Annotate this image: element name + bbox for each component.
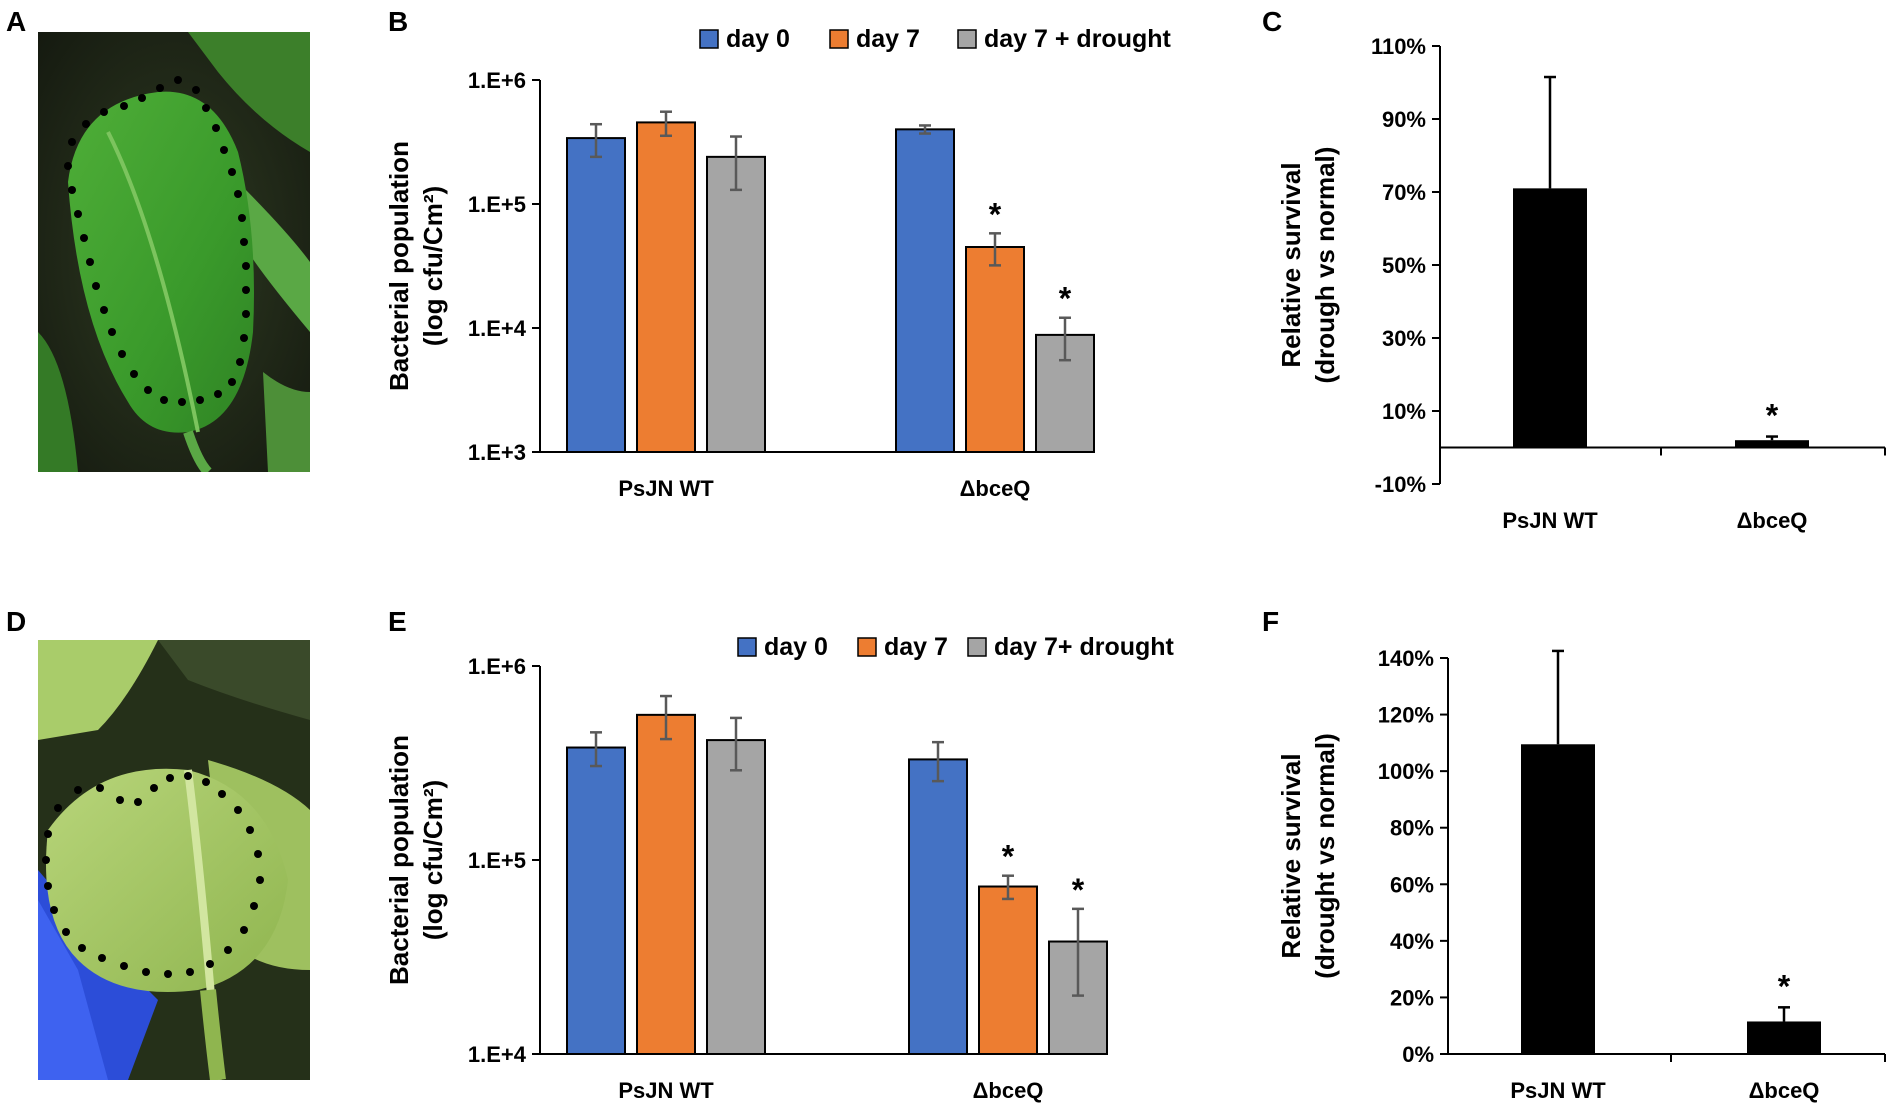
chart-b-legend-swatch — [829, 29, 849, 49]
panel-label-f: F — [1262, 606, 1280, 637]
chart-e-bar — [706, 739, 766, 1056]
chart-f-y-tick-label: 0% — [1402, 1042, 1434, 1067]
chart-c-x-tick-label: ΔbceQ — [1737, 508, 1808, 533]
chart-b-bar — [566, 137, 626, 453]
chart-c-y-tick-label: 50% — [1382, 253, 1426, 278]
chart-e-legend-swatch — [857, 637, 877, 657]
chart-b-bar — [965, 246, 1025, 453]
chart-f-y-tick-label: 100% — [1378, 759, 1434, 784]
chart-e-significance-mark: * — [1002, 839, 1015, 875]
chart-b-y-tick-label: 1.E+6 — [468, 68, 526, 93]
chart-b-x-tick-label: PsJN WT — [618, 476, 714, 501]
chart-b-y-tick-label: 1.E+3 — [468, 440, 526, 465]
chart-c-y-tick-label: 90% — [1382, 107, 1426, 132]
chart-e-y-label: Bacterial population — [384, 735, 414, 985]
chart-f-y-tick-label: 140% — [1378, 646, 1434, 671]
chart-c-bar — [1513, 188, 1587, 448]
chart-b-legend-swatch — [957, 29, 977, 49]
chart-e-y-tick-label: 1.E+5 — [468, 848, 526, 873]
panel-label-c: C — [1262, 6, 1283, 37]
chart-b-y-tick-label: 1.E+4 — [468, 316, 527, 341]
chart-c-y-label: Relative survival — [1276, 162, 1306, 367]
chart-e-bar — [908, 758, 968, 1056]
chart-f-y-tick-label: 60% — [1390, 872, 1434, 897]
chart-f-y-tick-label: 120% — [1378, 703, 1434, 728]
chart-f-significance-mark: * — [1778, 968, 1791, 1004]
chart-c-y-tick-label: -10% — [1375, 472, 1426, 497]
chart-f-x-tick-label: PsJN WT — [1510, 1078, 1606, 1103]
chart-e-bar — [566, 746, 626, 1055]
chart-b-x-tick-label: ΔbceQ — [960, 476, 1031, 501]
chart-c-y-tick-label: 70% — [1382, 180, 1426, 205]
chart-b-significance-mark: * — [1059, 281, 1072, 317]
chart-e-legend-swatch — [737, 637, 757, 657]
chart-e-x-tick-label: ΔbceQ — [973, 1078, 1044, 1103]
chart-e-legend-label: day 0 — [764, 633, 828, 661]
chart-e-legend-label: day 7 — [884, 633, 948, 661]
chart-c-significance-mark: * — [1766, 398, 1779, 434]
chart-c-y-tick-label: 110% — [1371, 34, 1426, 59]
leaf-photo-icon — [38, 32, 310, 472]
leaf-photo-icon — [38, 640, 310, 1080]
chart-e-x-tick-label: PsJN WT — [618, 1078, 714, 1103]
leaf-photo-d — [38, 640, 310, 1080]
chart-e-legend-label: day 7+ drought — [994, 633, 1175, 661]
chart-f-x-tick-label: ΔbceQ — [1749, 1078, 1820, 1103]
chart-f-bar — [1521, 744, 1595, 1054]
panel-label-b: B — [388, 6, 409, 37]
chart-e-y-tick-label: 1.E+6 — [468, 654, 526, 679]
chart-b-y-label: Bacterial population — [384, 141, 414, 391]
chart-f-y-label-units: (drought vs normal) — [1310, 733, 1340, 979]
chart-c-x-tick-label: PsJN WT — [1502, 508, 1598, 533]
chart-e-y-label-units: (log cfu/Cm²) — [418, 780, 448, 940]
chart-b-bar — [706, 155, 766, 453]
chart-b-legend-label: day 7 — [856, 25, 920, 53]
chart-b-bar — [636, 121, 696, 453]
chart-f-y-tick-label: 40% — [1390, 929, 1434, 954]
chart-e-bar — [978, 885, 1038, 1056]
chart-c-y-label-units: (drough vs normal) — [1310, 147, 1340, 384]
panel-label-e: E — [388, 606, 407, 637]
chart-b-bar — [895, 128, 955, 453]
chart-b-y-label-units: (log cfu/Cm²) — [418, 186, 448, 346]
chart-f-y-tick-label: 20% — [1390, 985, 1434, 1010]
chart-f-y-tick-label: 80% — [1390, 816, 1434, 841]
chart-e-significance-mark: * — [1072, 872, 1085, 908]
chart-b-legend-label: day 7 + drought — [984, 25, 1172, 53]
chart-b-y-tick-label: 1.E+5 — [468, 192, 526, 217]
chart-f-y-label: Relative survival — [1276, 753, 1306, 958]
chart-b-significance-mark: * — [989, 196, 1002, 232]
chart-c-y-tick-label: 30% — [1382, 326, 1426, 351]
chart-b-bar — [1035, 333, 1095, 454]
leaf-photo-a — [38, 32, 310, 472]
panel-label-d: D — [6, 606, 27, 637]
chart-c-bar — [1735, 440, 1809, 448]
panel-label-a: A — [6, 6, 27, 37]
chart-b-legend-label: day 0 — [726, 25, 790, 53]
chart-e-bar — [636, 713, 696, 1055]
chart-f-bar — [1747, 1021, 1821, 1054]
chart-e-y-tick-label: 1.E+4 — [468, 1042, 527, 1067]
chart-e-legend-swatch — [967, 637, 987, 657]
chart-c-y-tick-label: 10% — [1382, 399, 1426, 424]
chart-b-legend-swatch — [699, 29, 719, 49]
